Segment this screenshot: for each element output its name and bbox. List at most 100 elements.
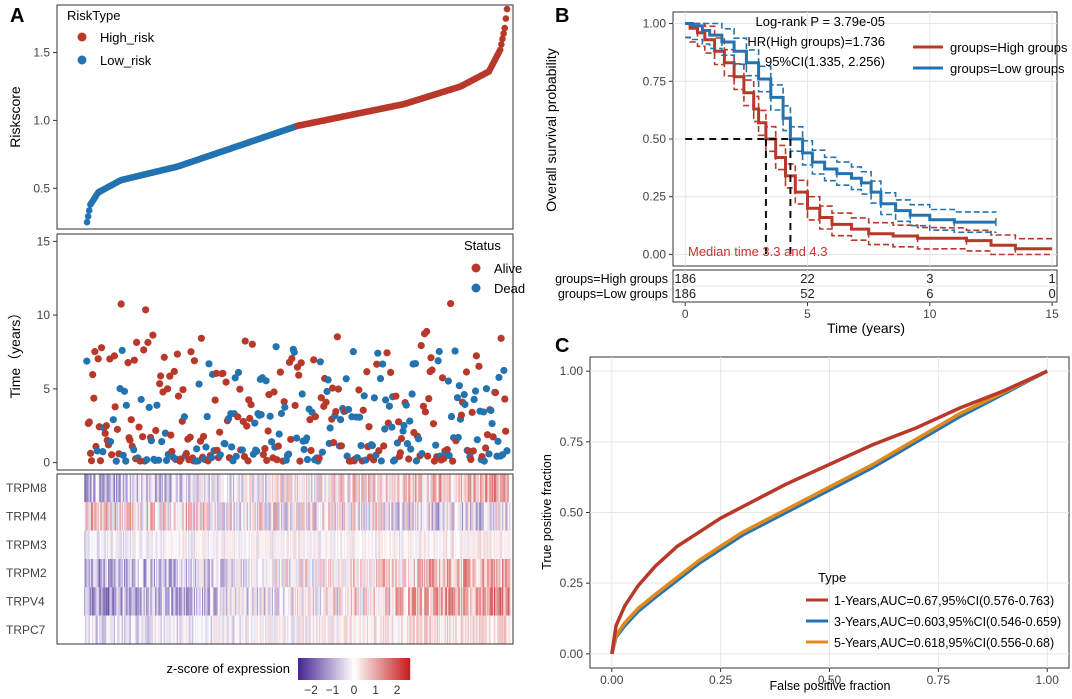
heatmap-cell: [335, 587, 338, 616]
heatmap-cell: [161, 615, 164, 644]
heatmap-cell: [236, 615, 238, 644]
heatmap-cell: [181, 559, 183, 588]
colorbar-segment: [330, 658, 333, 680]
heatmap-cell: [167, 502, 170, 531]
heatmap-cell: [126, 474, 128, 503]
heatmap-cell: [507, 559, 510, 588]
survival-time-point: [482, 385, 491, 393]
survival-time-point: [455, 382, 463, 390]
heatmap-cell: [376, 530, 378, 559]
survival-time-point: [142, 306, 150, 314]
heatmap-cell: [98, 474, 101, 503]
heatmap-cell: [311, 530, 314, 559]
heatmap-cell: [400, 559, 402, 588]
survival-time-point: [211, 396, 219, 404]
heatmap-cell: [208, 502, 211, 531]
heatmap-cell: [397, 474, 400, 503]
heatmap-cell: [280, 615, 283, 644]
heatmap-cell: [219, 587, 221, 616]
risk-table-cell: 52: [800, 286, 814, 301]
heatmap-cell: [208, 615, 211, 644]
heatmap-cell: [134, 615, 136, 644]
survival-time-point: [373, 360, 381, 368]
heatmap-cell: [382, 615, 385, 644]
roc-xtick-label: 0.50: [818, 673, 842, 687]
heatmap-cell: [114, 474, 117, 503]
survival-time-point: [365, 423, 373, 431]
heatmap-cell: [433, 502, 435, 531]
heatmap-cell: [401, 559, 403, 588]
heatmap-cell: [191, 615, 194, 644]
survival-time-point: [264, 427, 272, 435]
heatmap-cell: [348, 587, 351, 616]
heatmap-cell: [250, 474, 252, 503]
heatmap-cell: [85, 530, 87, 559]
heatmap-cell: [223, 530, 226, 559]
heatmap-cell: [322, 474, 324, 503]
heatmap-cell: [437, 530, 440, 559]
heatmap-cell: [150, 530, 152, 559]
heatmap-cell: [277, 559, 280, 588]
roc-xtick-label: 0.00: [600, 673, 624, 687]
heatmap-cell: [489, 474, 491, 503]
heatmap-cell: [396, 559, 399, 588]
survival-time-point: [122, 401, 130, 409]
survival-time-point: [473, 436, 481, 444]
heatmap-cell: [493, 615, 496, 644]
km-ci-lower-0: [685, 36, 1053, 256]
heatmap-cell: [309, 587, 312, 616]
heatmap-cell: [503, 559, 505, 588]
colorbar-segment: [338, 658, 341, 680]
risk-table-row-low-label: groups=Low groups: [558, 287, 668, 301]
heatmap-cell: [230, 615, 233, 644]
heatmap-cell: [439, 615, 441, 644]
heatmap-cell: [361, 530, 363, 559]
km-hr: HR(High groups)=1.736: [747, 34, 885, 49]
heatmap-cell: [487, 587, 489, 616]
survival-time-point: [297, 359, 305, 367]
survival-time-point: [96, 457, 105, 465]
heatmap-cell: [359, 474, 362, 503]
heatmap-cell: [192, 587, 195, 616]
heatmap-cell: [402, 587, 404, 616]
riskscore-point: [83, 218, 91, 226]
heatmap-cell: [439, 587, 441, 616]
heatmap-cell: [444, 587, 447, 616]
heatmap-cell: [357, 474, 360, 503]
heatmap-cell: [200, 559, 203, 588]
heatmap-cell: [335, 559, 338, 588]
km-xtick-label: 15: [1045, 307, 1059, 321]
heatmap-cell: [467, 474, 470, 503]
heatmap-cell: [185, 530, 188, 559]
survival-time-point: [288, 354, 296, 363]
heatmap-cell: [479, 530, 481, 559]
heatmap-cell: [340, 615, 343, 644]
heatmap-cell: [412, 559, 415, 588]
heatmap-cell: [425, 530, 427, 559]
heatmap-cell: [369, 559, 371, 588]
heatmap-cell: [97, 474, 100, 503]
heatmap-cell: [416, 559, 418, 588]
heatmap-cell: [484, 559, 487, 588]
heatmap-cell: [456, 474, 458, 503]
heatmap-cell: [370, 474, 372, 503]
heatmap-cell: [116, 615, 118, 644]
heatmap-cell: [259, 559, 261, 588]
heatmap-cell: [243, 502, 245, 531]
heatmap-cell: [294, 502, 297, 531]
heatmap-cell: [324, 502, 327, 531]
heatmap-cell: [373, 587, 376, 616]
heatmap-cell: [126, 530, 128, 559]
survival-time-point: [153, 401, 161, 409]
heatmap-cell: [353, 587, 355, 616]
heatmap-cell: [284, 587, 286, 616]
survival-time-point: [392, 392, 400, 400]
heatmap-cell: [116, 502, 118, 531]
heatmap-cell: [373, 530, 376, 559]
heatmap-cell: [316, 615, 319, 644]
heatmap-cell: [260, 474, 262, 503]
heatmap-cell: [412, 615, 415, 644]
heatmap-cell: [164, 587, 166, 616]
heatmap-cell: [426, 474, 428, 503]
